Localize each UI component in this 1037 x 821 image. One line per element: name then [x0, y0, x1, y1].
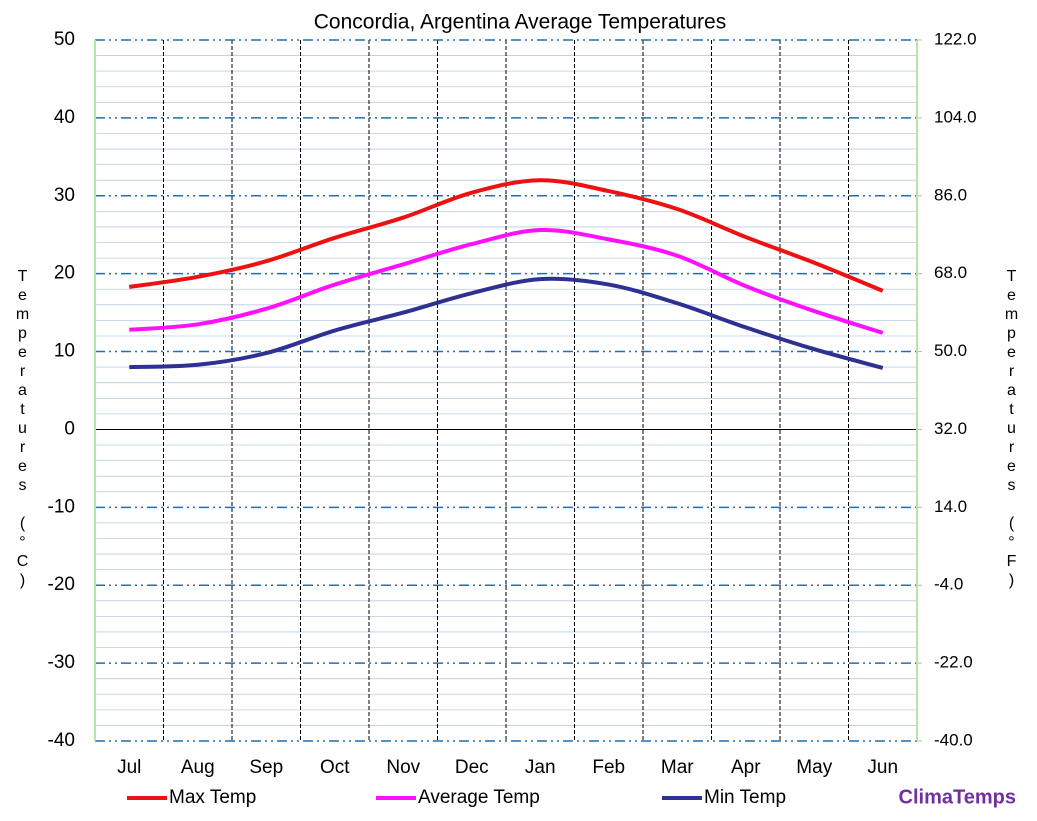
- y-tick-label: -40: [48, 730, 75, 751]
- x-tick-label: Jun: [867, 757, 898, 778]
- y2-tick-label: -22.0: [934, 653, 973, 672]
- line-series: [129, 276, 884, 370]
- y-axis-label: Temperatures (°C): [14, 268, 31, 591]
- y2-tick-label: 50.0: [934, 341, 967, 360]
- line-series: [129, 228, 884, 335]
- x-tick-label: Sep: [249, 757, 283, 778]
- legend-label: Min Temp: [704, 787, 786, 808]
- y2-tick-label: -4.0: [934, 575, 963, 594]
- x-tick-label: Apr: [731, 757, 761, 778]
- x-tick-label: Aug: [181, 757, 215, 778]
- y-tick-label: -20: [48, 574, 75, 595]
- x-tick-label: Jan: [525, 757, 556, 778]
- x-tick-label: Oct: [320, 757, 350, 778]
- x-tick-label: Nov: [386, 757, 420, 778]
- y-tick-label: 10: [54, 341, 75, 362]
- y-tick-label: 50: [54, 29, 75, 50]
- y2-axis-label: Temperatures (°F): [1003, 268, 1020, 591]
- legend-label: Max Temp: [169, 787, 256, 808]
- y2-tick-label: 32.0: [934, 419, 967, 438]
- legend-label: Average Temp: [418, 787, 540, 808]
- y-tick-label: 20: [54, 263, 75, 284]
- y-tick-label: -30: [48, 652, 75, 673]
- y2-tick-label: 86.0: [934, 185, 967, 204]
- x-tick-label: Jul: [117, 757, 141, 778]
- chart-title: Concordia, Argentina Average Temperature…: [314, 11, 726, 34]
- watermark: ClimaTemps: [899, 786, 1016, 808]
- y2-tick-label: -40.0: [934, 730, 973, 749]
- y2-tick-label: 104.0: [934, 107, 977, 126]
- y2-tick-label: 68.0: [934, 263, 967, 282]
- x-tick-label: May: [796, 757, 832, 778]
- x-tick-label: Feb: [592, 757, 625, 778]
- y2-tick-label: 122.0: [934, 29, 977, 48]
- y-tick-label: 0: [64, 418, 75, 439]
- y-tick-label: 40: [54, 107, 75, 128]
- line-series: [128, 178, 884, 293]
- y-tick-label: 30: [54, 185, 75, 206]
- y2-tick-label: 14.0: [934, 497, 967, 516]
- x-tick-label: Mar: [661, 757, 694, 778]
- x-tick-label: Dec: [455, 757, 489, 778]
- y-tick-label: -10: [48, 496, 75, 517]
